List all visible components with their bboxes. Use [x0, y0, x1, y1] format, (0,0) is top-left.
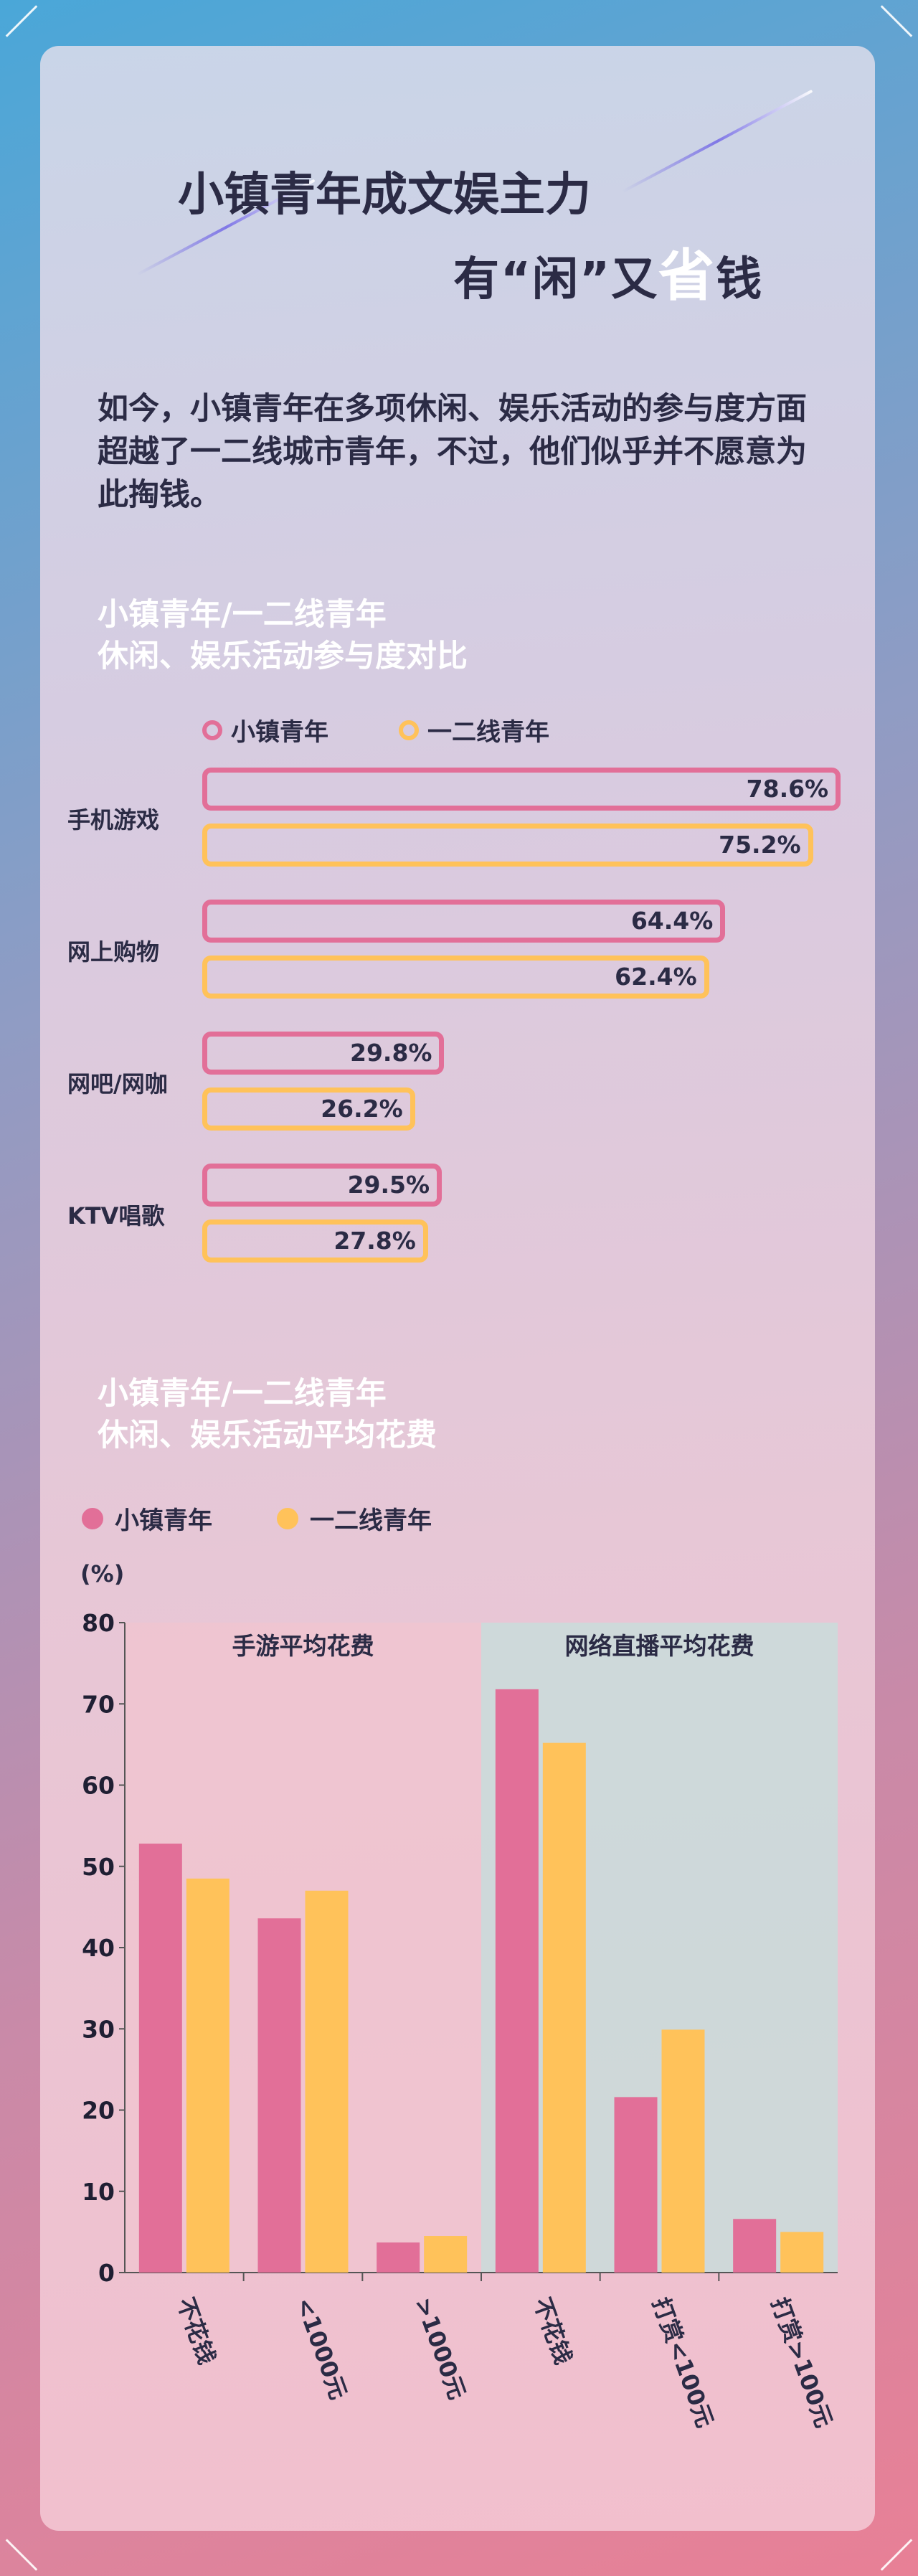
section1-title: 小镇青年/一二线青年 休闲、娱乐活动参与度对比 [98, 597, 468, 674]
section2-legend-town: 小镇青年 [82, 1501, 212, 1536]
bar-city [186, 1878, 230, 2273]
y-tick-label: 20 [82, 2097, 115, 2125]
panel-live-streaming [481, 1623, 838, 2273]
bar-town: 29.5% [202, 1164, 443, 1207]
bar-town: 78.6% [202, 768, 841, 811]
bar-city: 26.2% [202, 1088, 415, 1131]
page-title-line-2: 有“闲”又省钱 [453, 231, 763, 311]
legend-dot-town-icon [82, 1507, 103, 1529]
panel-mobile-games [125, 1623, 481, 2273]
title-emphasis: 省 [658, 244, 716, 308]
x-tick-label: 不花钱 [528, 2294, 577, 2368]
y-tick-label: 40 [82, 1934, 115, 1962]
legend-ring-city-icon [399, 720, 419, 740]
y-unit-label: (%) [80, 1560, 124, 1587]
section2-title: 小镇青年/一二线青年 休闲、娱乐活动平均花费 [98, 1376, 437, 1453]
bar-city [780, 2232, 824, 2273]
y-tick-label: 0 [98, 2259, 115, 2287]
bar-town [377, 2242, 420, 2273]
bar-city: 75.2% [202, 824, 813, 867]
bar-city [305, 1890, 349, 2273]
category-label: 网吧/网咖 [67, 1070, 168, 1098]
title-part-b: 钱 [716, 253, 764, 306]
y-tick-label: 30 [82, 2015, 115, 2043]
x-tick-label: <1000元 [290, 2294, 352, 2403]
x-tick-label: 不花钱 [171, 2294, 221, 2368]
bar-city [424, 2236, 468, 2273]
category-label: 手机游戏 [67, 806, 160, 834]
legend-label-city: 一二线青年 [427, 718, 549, 747]
bar-town: 29.8% [202, 1032, 445, 1075]
section1-legend-city: 一二线青年 [399, 712, 549, 747]
bar-city [661, 2029, 705, 2273]
bar-town [138, 1844, 182, 2273]
bar-city: 27.8% [202, 1219, 428, 1263]
legend-ring-town-icon [202, 720, 222, 740]
section2-legend-city: 一二线青年 [277, 1501, 432, 1536]
section1-legend-town: 小镇青年 [202, 712, 328, 747]
legend-label-town: 小镇青年 [231, 718, 328, 747]
y-tick-label: 60 [82, 1772, 115, 1800]
category-label: KTV唱歌 [67, 1202, 165, 1230]
bar-town [257, 1918, 301, 2273]
page-title-line-1: 小镇青年成文娱主力 [178, 169, 591, 222]
legend-label-town-2: 小镇青年 [115, 1506, 212, 1535]
bar-city: 62.4% [202, 956, 709, 999]
y-tick-label: 70 [82, 1690, 115, 1718]
legend-dot-city-icon [277, 1507, 298, 1529]
group-label: 网络直播平均花费 [565, 1632, 754, 1660]
category-label: 网上购物 [67, 938, 160, 966]
y-tick-label: 80 [82, 1609, 115, 1637]
title-part-a: 有“闲”又 [453, 253, 659, 306]
y-tick-label: 50 [82, 1853, 115, 1881]
bar-town: 64.4% [202, 900, 726, 943]
bar-city [542, 1742, 586, 2273]
x-tick-label: 打赏>100元 [766, 2294, 838, 2431]
intro-paragraph: 如今，小镇青年在多项休闲、娱乐活动的参与度方面超越了一二线城市青年，不过，他们似… [98, 391, 807, 513]
bar-town [614, 2097, 658, 2273]
x-tick-label: >1000元 [410, 2294, 471, 2403]
x-tick-label: 打赏<100元 [647, 2294, 719, 2431]
bar-town [733, 2219, 777, 2273]
legend-label-city-2: 一二线青年 [310, 1506, 432, 1535]
group-label: 手游平均花费 [232, 1632, 374, 1660]
y-tick-label: 10 [82, 2178, 115, 2206]
bar-town [495, 1689, 539, 2273]
